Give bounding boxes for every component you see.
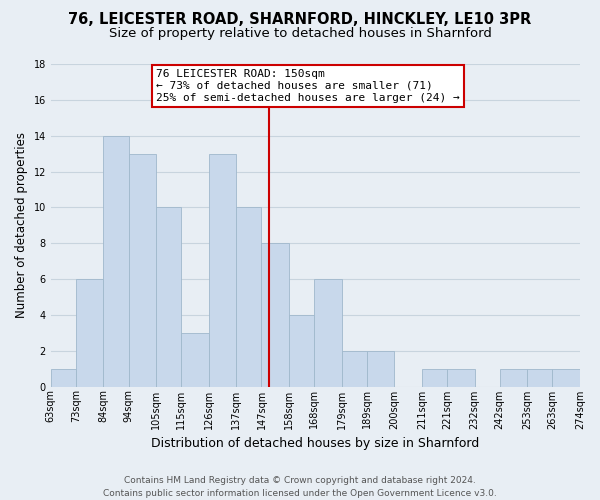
Text: Size of property relative to detached houses in Sharnford: Size of property relative to detached ho… <box>109 28 491 40</box>
Text: 76 LEICESTER ROAD: 150sqm
← 73% of detached houses are smaller (71)
25% of semi-: 76 LEICESTER ROAD: 150sqm ← 73% of detac… <box>156 70 460 102</box>
Bar <box>500 368 527 386</box>
Bar <box>342 350 367 386</box>
Bar <box>128 154 156 386</box>
Bar <box>156 208 181 386</box>
Bar <box>76 279 103 386</box>
X-axis label: Distribution of detached houses by size in Sharnford: Distribution of detached houses by size … <box>151 437 479 450</box>
Bar <box>553 368 580 386</box>
Text: 76, LEICESTER ROAD, SHARNFORD, HINCKLEY, LE10 3PR: 76, LEICESTER ROAD, SHARNFORD, HINCKLEY,… <box>68 12 532 28</box>
Bar <box>422 368 447 386</box>
Bar <box>314 279 342 386</box>
Bar <box>447 368 475 386</box>
Bar <box>181 333 209 386</box>
Y-axis label: Number of detached properties: Number of detached properties <box>15 132 28 318</box>
Bar <box>367 350 394 386</box>
Bar <box>209 154 236 386</box>
Bar <box>527 368 553 386</box>
Bar <box>51 368 76 386</box>
Bar <box>289 315 314 386</box>
Bar <box>236 208 262 386</box>
Bar <box>262 243 289 386</box>
Text: Contains HM Land Registry data © Crown copyright and database right 2024.
Contai: Contains HM Land Registry data © Crown c… <box>103 476 497 498</box>
Bar <box>103 136 128 386</box>
